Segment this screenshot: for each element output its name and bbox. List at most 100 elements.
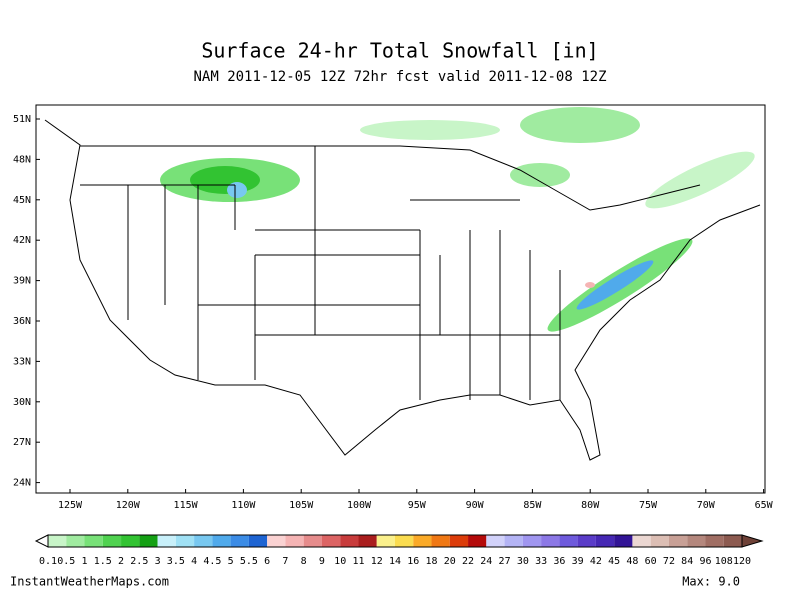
lon-label: 75W <box>639 500 658 511</box>
lat-label: 42N <box>13 235 31 246</box>
colorbar-frame <box>47 534 743 548</box>
lon-label: 115W <box>174 500 199 511</box>
colorbar-label: 9 <box>319 556 325 567</box>
colorbar-label: 48 <box>626 556 638 567</box>
colorbar-box <box>449 535 469 547</box>
colorbar-box <box>522 535 542 547</box>
colorbar-label: 1 <box>82 556 88 567</box>
colorbar-box <box>632 535 651 547</box>
colorbar-box <box>614 535 633 547</box>
lat-label: 33N <box>13 356 31 367</box>
colorbar-label: 7 <box>282 556 288 567</box>
colorbar-label: 3 <box>155 556 161 567</box>
colorbar-box <box>84 535 103 547</box>
colorbar-box <box>102 535 122 547</box>
colorbar-box <box>595 535 615 547</box>
lat-label: 36N <box>13 316 31 327</box>
colorbar-label: 4 <box>191 556 197 567</box>
colorbar-box <box>413 535 432 547</box>
colorbar-box <box>723 535 742 547</box>
colorbar-label: 5.5 <box>240 556 258 567</box>
colorbar-box <box>687 535 706 547</box>
colorbar-box <box>248 535 268 547</box>
colorbar-box <box>230 535 249 547</box>
colorbar-label: 16 <box>407 556 419 567</box>
colorbar-label: 33 <box>535 556 547 567</box>
lon-label: 95W <box>408 500 427 511</box>
colorbar-box <box>668 535 688 547</box>
lat-label: 45N <box>13 195 31 206</box>
colorbar-box <box>212 535 231 547</box>
lat-label: 30N <box>13 397 31 408</box>
colorbar-label: 10 <box>334 556 346 567</box>
lat-label: 24N <box>13 478 31 489</box>
map <box>35 104 766 494</box>
colorbar-under <box>34 534 49 548</box>
colorbar-label: 120 <box>733 556 751 567</box>
colorbar-box <box>340 535 359 547</box>
lat-label: 39N <box>13 276 31 287</box>
colorbar-box <box>705 535 724 547</box>
colorbar-label: 60 <box>645 556 657 567</box>
borders <box>44 119 761 461</box>
colorbar-box <box>121 535 140 547</box>
lat-label: 48N <box>13 154 31 165</box>
lat-label: 27N <box>13 437 31 448</box>
colorbar-label: 14 <box>389 556 401 567</box>
lon-label: 85W <box>523 500 542 511</box>
colorbar-box <box>66 535 85 547</box>
colorbar-box <box>194 535 213 547</box>
subtitle: NAM 2011-12-05 12Z 72hr fcst valid 2011-… <box>193 69 606 85</box>
colorbar-box <box>376 535 395 547</box>
lon-label: 125W <box>58 500 83 511</box>
colorbar-label: 1.5 <box>94 556 112 567</box>
site-credit: InstantWeatherMaps.com <box>10 575 169 589</box>
colorbar-label: 18 <box>426 556 438 567</box>
colorbar-label: 20 <box>444 556 456 567</box>
map-frame <box>35 104 766 494</box>
colorbar-label: 108 <box>715 556 733 567</box>
title: Surface 24-hr Total Snowfall [in] <box>201 39 598 63</box>
lon-label: 110W <box>231 500 256 511</box>
colorbar-box <box>267 535 286 547</box>
colorbar-box <box>157 535 176 547</box>
colorbar-label: 11 <box>352 556 364 567</box>
colorbar-box <box>486 535 505 547</box>
colorbar-label: 12 <box>371 556 383 567</box>
lat-labels: 51N 48N 45N 42N 39N 36N 33N 30N 27N 24N <box>13 114 40 489</box>
lon-label: 70W <box>697 500 716 511</box>
colorbar-box <box>48 535 67 547</box>
colorbar-label: 39 <box>572 556 584 567</box>
lon-label: 65W <box>755 500 774 511</box>
colorbar-box <box>577 535 596 547</box>
colorbar-box <box>650 535 669 547</box>
colorbar-box <box>285 535 304 547</box>
colorbar-box <box>395 535 414 547</box>
colorbar-label: 42 <box>590 556 602 567</box>
lon-label: 90W <box>466 500 485 511</box>
colorbar-box <box>321 535 341 547</box>
colorbar-box <box>504 535 523 547</box>
colorbar-label: 8 <box>301 556 307 567</box>
colorbar-label: 72 <box>663 556 675 567</box>
colorbar-label: 24 <box>480 556 492 567</box>
snow-areas <box>160 107 755 332</box>
colorbar-label: 6 <box>264 556 270 567</box>
colorbar-label: 2.5 <box>130 556 148 567</box>
lon-labels: 125W 120W 115W 110W 105W 100W 95W 90W 85W 80W 75W 7… <box>58 489 774 511</box>
colorbar-box <box>468 535 487 547</box>
lon-label: 100W <box>347 500 372 511</box>
colorbar-box <box>541 535 560 547</box>
colorbar-label: 0.5 <box>57 556 75 567</box>
colorbar-label: 2 <box>118 556 124 567</box>
lat-label: 51N <box>13 114 31 125</box>
colorbar-label: 30 <box>517 556 529 567</box>
colorbar-over <box>741 534 764 548</box>
colorbar-box <box>559 535 578 547</box>
colorbar-label: 4.5 <box>203 556 221 567</box>
colorbar-label: 96 <box>699 556 711 567</box>
colorbar-label: 45 <box>608 556 620 567</box>
colorbar-box <box>431 535 450 547</box>
colorbar-label: 5 <box>228 556 234 567</box>
